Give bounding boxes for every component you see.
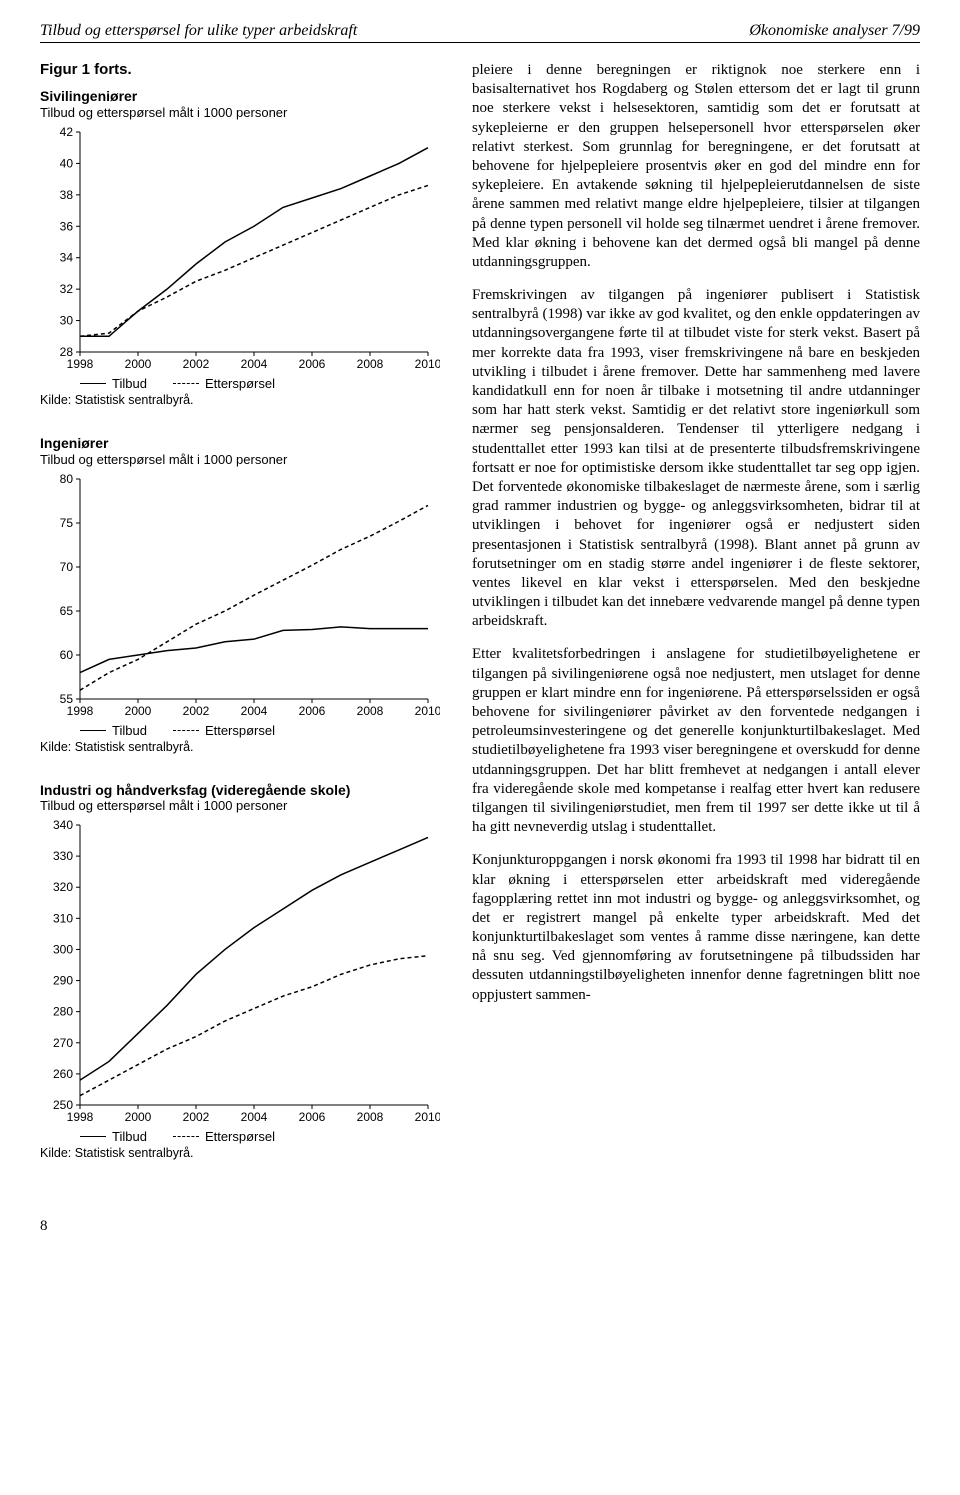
legend-ettersporsel: Etterspørsel [173,723,275,738]
chart3-legend: Tilbud Etterspørsel [40,1129,440,1144]
svg-text:290: 290 [53,974,73,988]
svg-text:2000: 2000 [125,704,152,718]
legend-ettersporsel: Etterspørsel [173,376,275,391]
svg-text:36: 36 [60,219,74,233]
legend-tilbud-label: Tilbud [112,1129,147,1144]
legend-ettersporsel-label: Etterspørsel [205,723,275,738]
svg-text:70: 70 [60,560,74,574]
header-right: Økonomiske analyser 7/99 [749,22,920,40]
svg-text:65: 65 [60,604,74,618]
running-header: Tilbud og etterspørsel for ulike typer a… [40,22,920,43]
svg-text:310: 310 [53,912,73,926]
chart1-legend: Tilbud Etterspørsel [40,376,440,391]
dashed-line-icon [173,383,199,384]
svg-text:2000: 2000 [125,357,152,371]
svg-text:2004: 2004 [241,357,268,371]
svg-text:320: 320 [53,881,73,895]
svg-text:2002: 2002 [183,357,210,371]
svg-text:2006: 2006 [299,1110,326,1124]
chart2-title: Ingeniører [40,435,440,452]
dashed-line-icon [173,730,199,731]
svg-text:2010: 2010 [415,357,440,371]
body-text-column: pleiere i denne beregningen er riktignok… [472,61,920,1188]
chart2-plot: 5560657075801998200020022004200620082010 [40,471,440,721]
svg-text:2004: 2004 [241,1110,268,1124]
figure-column: Figur 1 forts. Sivilingeniører Tilbud og… [40,61,440,1188]
svg-text:2010: 2010 [415,1110,440,1124]
chart3-title: Industri og håndverksfag (videregående s… [40,782,440,799]
svg-text:340: 340 [53,818,73,832]
chart2-source: Kilde: Statistisk sentralbyrå. [40,740,440,754]
legend-tilbud: Tilbud [80,1129,147,1144]
svg-text:32: 32 [60,282,74,296]
chart-industri-handverksfag: Industri og håndverksfag (videregående s… [40,782,440,1161]
legend-tilbud-label: Tilbud [112,376,147,391]
svg-text:80: 80 [60,472,74,486]
svg-text:2002: 2002 [183,1110,210,1124]
chart1-source: Kilde: Statistisk sentralbyrå. [40,393,440,407]
svg-text:42: 42 [60,125,74,139]
legend-tilbud: Tilbud [80,376,147,391]
chart3-subtitle: Tilbud og etterspørsel målt i 1000 perso… [40,798,440,813]
svg-text:2008: 2008 [357,357,384,371]
svg-text:1998: 1998 [67,704,94,718]
svg-text:270: 270 [53,1036,73,1050]
body-paragraph: Etter kvalitetsforbedringen i anslagene … [472,645,920,837]
svg-text:34: 34 [60,251,74,265]
svg-text:2006: 2006 [299,357,326,371]
svg-text:300: 300 [53,943,73,957]
body-paragraph: pleiere i denne beregningen er riktignok… [472,61,920,272]
header-left: Tilbud og etterspørsel for ulike typer a… [40,22,357,40]
chart1-plot: 2830323436384042199820002002200420062008… [40,124,440,374]
svg-text:2010: 2010 [415,704,440,718]
chart3-plot: 2502602702802903003103203303401998200020… [40,817,440,1127]
chart-sivilingeniorer: Sivilingeniører Tilbud og etterspørsel m… [40,88,440,407]
svg-text:40: 40 [60,156,74,170]
page-number: 8 [40,1218,920,1235]
svg-text:38: 38 [60,188,74,202]
dashed-line-icon [173,1136,199,1137]
svg-text:75: 75 [60,516,74,530]
svg-text:1998: 1998 [67,1110,94,1124]
figure-heading: Figur 1 forts. [40,61,440,78]
svg-text:2006: 2006 [299,704,326,718]
legend-ettersporsel: Etterspørsel [173,1129,275,1144]
svg-text:2002: 2002 [183,704,210,718]
svg-text:1998: 1998 [67,357,94,371]
legend-ettersporsel-label: Etterspørsel [205,376,275,391]
legend-ettersporsel-label: Etterspørsel [205,1129,275,1144]
svg-text:2000: 2000 [125,1110,152,1124]
body-paragraph: Fremskrivingen av tilgangen på ingeniøre… [472,286,920,631]
svg-text:330: 330 [53,850,73,864]
svg-text:2008: 2008 [357,1110,384,1124]
svg-text:60: 60 [60,648,74,662]
legend-tilbud: Tilbud [80,723,147,738]
svg-text:30: 30 [60,313,74,327]
chart1-subtitle: Tilbud og etterspørsel målt i 1000 perso… [40,105,440,120]
legend-tilbud-label: Tilbud [112,723,147,738]
chart-ingeniorer: Ingeniører Tilbud og etterspørsel målt i… [40,435,440,754]
chart3-source: Kilde: Statistisk sentralbyrå. [40,1146,440,1160]
chart1-title: Sivilingeniører [40,88,440,105]
svg-text:280: 280 [53,1005,73,1019]
chart2-subtitle: Tilbud og etterspørsel målt i 1000 perso… [40,452,440,467]
chart2-legend: Tilbud Etterspørsel [40,723,440,738]
solid-line-icon [80,1136,106,1137]
svg-text:2008: 2008 [357,704,384,718]
solid-line-icon [80,383,106,384]
svg-text:2004: 2004 [241,704,268,718]
body-paragraph: Konjunkturoppgangen i norsk økonomi fra … [472,851,920,1005]
solid-line-icon [80,730,106,731]
svg-text:260: 260 [53,1067,73,1081]
